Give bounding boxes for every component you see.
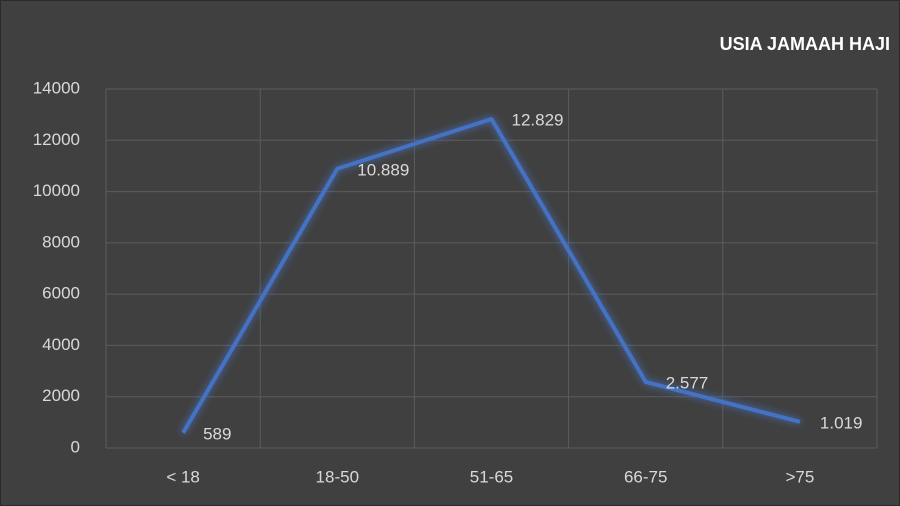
y-tick-label: 12000 <box>33 130 80 149</box>
x-tick-label: 51-65 <box>470 467 513 486</box>
data-label: 2.577 <box>666 373 709 392</box>
data-label: 589 <box>203 424 231 443</box>
data-label: 1.019 <box>820 413 863 432</box>
y-tick-label: 4000 <box>42 335 80 354</box>
x-tick-label: 66-75 <box>624 467 667 486</box>
data-line <box>181 117 801 434</box>
y-tick-label: 6000 <box>42 284 80 303</box>
chart-title: USIA JAMAAH HAJI <box>720 34 890 54</box>
y-tick-label: 8000 <box>42 232 80 251</box>
data-label: 10.889 <box>357 160 409 179</box>
y-tick-label: 14000 <box>33 78 80 97</box>
x-tick-label: 18-50 <box>316 467 359 486</box>
x-tick-label: >75 <box>785 467 814 486</box>
data-label: 12.829 <box>512 111 564 130</box>
y-tick-label: 2000 <box>42 386 80 405</box>
y-tick-label: 0 <box>71 437 80 456</box>
y-tick-label: 10000 <box>33 181 80 200</box>
x-tick-label: < 18 <box>166 467 200 486</box>
